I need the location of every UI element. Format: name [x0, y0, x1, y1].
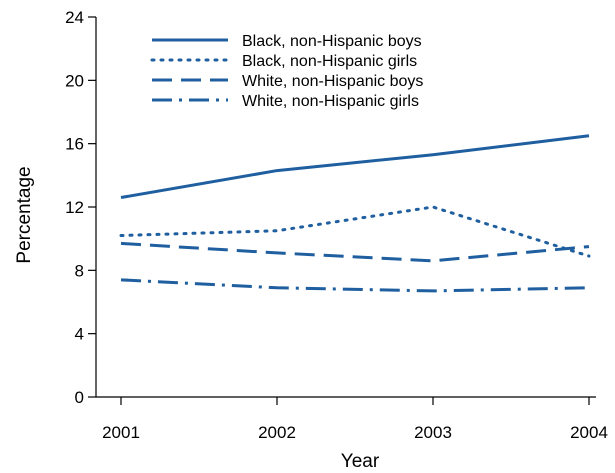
x-tick-label: 2003 [414, 423, 452, 442]
y-axis-title: Percentage [14, 166, 35, 263]
y-tick-label: 12 [65, 198, 84, 217]
x-axis-title: Year [341, 451, 380, 472]
y-tick-label: 0 [75, 388, 84, 407]
x-axis-ticks: 2001 2002 2003 2004 [102, 397, 608, 442]
series-line-2 [119, 205, 591, 258]
x-tick-label: 2002 [258, 423, 296, 442]
x-tick-label: 2001 [102, 423, 140, 442]
series-lines [119, 134, 591, 293]
legend-label: White, non-Hispanic boys [242, 73, 423, 90]
y-tick-label: 8 [75, 261, 84, 280]
legend-label: Black, non-Hispanic girls [242, 53, 417, 70]
legend-label: Black, non-Hispanic boys [242, 33, 422, 50]
x-tick-label: 2004 [570, 423, 608, 442]
series-line-3 [120, 241, 590, 263]
y-axis-ticks: 0 4 8 12 16 20 24 [65, 8, 96, 407]
y-tick-label: 4 [75, 325, 84, 344]
legend-label: White, non-Hispanic girls [242, 93, 419, 110]
y-tick-label: 20 [65, 71, 84, 90]
y-tick-label: 24 [65, 8, 84, 27]
y-tick-label: 16 [65, 135, 84, 154]
series-line-1 [120, 134, 590, 199]
legend: Black, non-Hispanic boys Black, non-Hispa… [150, 33, 423, 110]
series-line-4 [120, 278, 590, 293]
